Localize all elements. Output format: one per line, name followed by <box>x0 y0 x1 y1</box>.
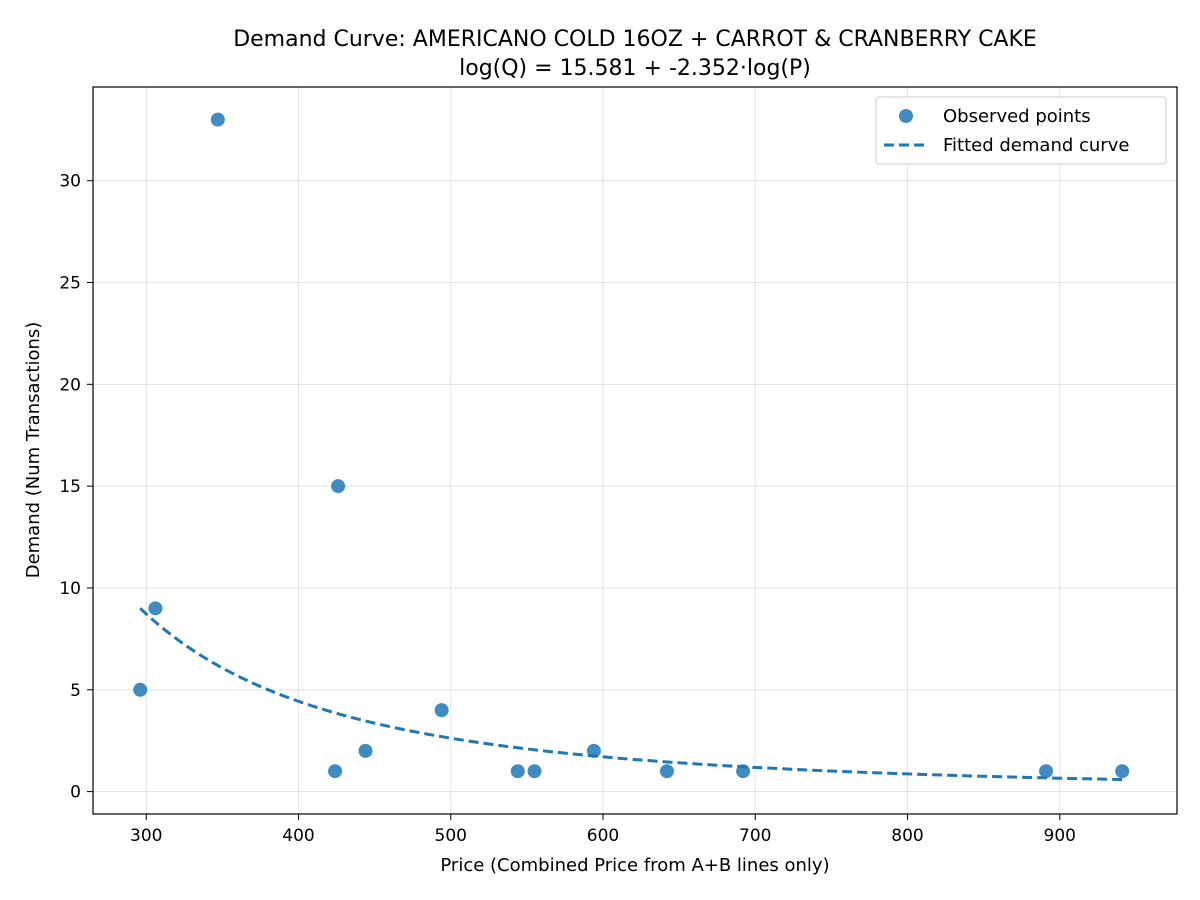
x-tick-label: 600 <box>587 826 619 846</box>
observed-point <box>358 743 373 758</box>
legend-label-observed: Observed points <box>943 106 1091 127</box>
x-tick-label: 300 <box>130 826 162 846</box>
observed-point <box>1115 764 1130 779</box>
y-axis-ticks: 0 5 10 15 20 25 30 <box>59 172 93 803</box>
observed-point <box>148 601 163 616</box>
observed-points-layer <box>133 112 1130 779</box>
y-axis-label: Demand (Num Transactions) <box>23 322 44 579</box>
y-tick-label: 25 <box>59 273 81 293</box>
x-tick-label: 800 <box>891 826 923 846</box>
y-tick-label: 20 <box>59 375 81 395</box>
y-tick-label: 30 <box>59 172 81 192</box>
x-tick-label: 700 <box>739 826 771 846</box>
observed-point <box>434 703 449 718</box>
observed-point <box>659 764 674 779</box>
observed-point <box>510 764 525 779</box>
observed-point <box>328 764 343 779</box>
y-tick-label: 5 <box>70 681 81 701</box>
observed-point <box>331 479 346 494</box>
chart-subtitle: log(Q) = 15.581 + -2.352·log(P) <box>459 56 811 81</box>
y-tick-label: 0 <box>70 783 81 803</box>
observed-point <box>586 743 601 758</box>
grid-lines <box>93 87 1177 814</box>
x-axis-label: Price (Combined Price from A+B lines onl… <box>440 855 829 876</box>
chart-title: Demand Curve: AMERICANO COLD 16OZ + CARR… <box>233 27 1037 52</box>
observed-point <box>210 112 225 127</box>
x-tick-label: 500 <box>435 826 467 846</box>
observed-point <box>133 682 148 697</box>
x-tick-label: 400 <box>282 826 314 846</box>
y-tick-label: 15 <box>59 477 81 497</box>
legend-scatter-marker <box>899 109 913 123</box>
x-tick-label: 900 <box>1044 826 1076 846</box>
x-axis-ticks: 300 400 500 600 700 800 900 <box>130 814 1076 846</box>
plot-frame <box>92 86 1178 815</box>
y-tick-label: 10 <box>59 579 81 599</box>
observed-point <box>527 764 542 779</box>
legend: Observed points Fitted demand curve <box>875 96 1167 165</box>
legend-box <box>875 96 1167 165</box>
observed-point <box>1039 764 1054 779</box>
legend-label-fitted: Fitted demand curve <box>943 135 1129 156</box>
observed-point <box>736 764 751 779</box>
